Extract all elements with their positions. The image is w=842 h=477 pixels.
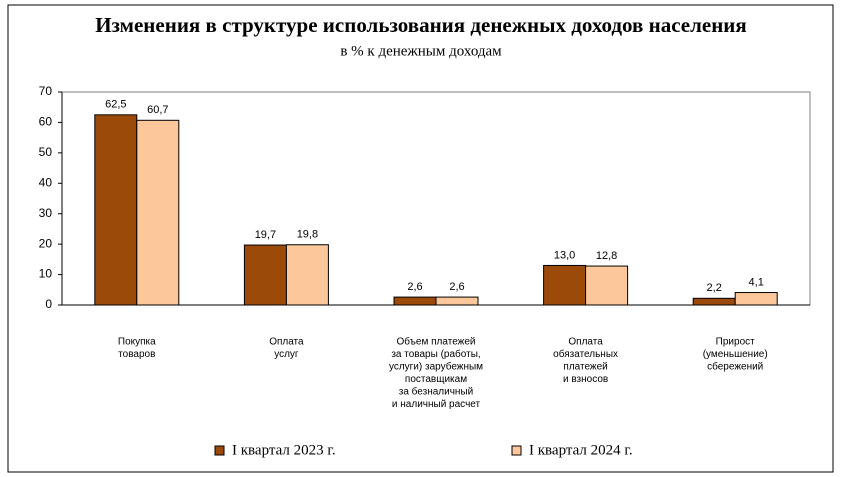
x-tick-label: (уменьшение): [703, 349, 768, 360]
x-tick-label: сбережений: [707, 361, 763, 373]
chart-subtitle: в % к денежным доходам: [340, 43, 502, 59]
data-label: 2,2: [707, 282, 722, 294]
bar: [543, 264, 587, 306]
data-label: 60,7: [147, 104, 168, 116]
legend-label: I квартал 2024 г.: [529, 442, 633, 458]
x-tick-label: за безналичный: [399, 386, 473, 398]
data-label: 4,1: [749, 276, 764, 288]
x-tick-label: и взносов: [563, 374, 608, 385]
bar: [734, 292, 778, 306]
frame: [7, 4, 834, 473]
data-label: 19,7: [255, 229, 276, 241]
bar: [393, 296, 437, 306]
data-label: 2,6: [407, 281, 422, 293]
x-tick-label: за товары (работы,: [391, 348, 480, 360]
y-tick-label: 10: [39, 267, 53, 281]
data-label: 62,5: [105, 99, 126, 111]
x-tick-label: Покупка: [118, 337, 156, 348]
bar: [94, 114, 138, 306]
data-label: 13,0: [554, 249, 575, 261]
y-tick-label: 40: [39, 175, 53, 189]
y-tick-label: 30: [39, 206, 53, 220]
x-tick-label: Объем платежей: [397, 336, 476, 348]
legend-label: I квартал 2023 г.: [232, 442, 336, 458]
bar: [136, 119, 180, 306]
x-tick-label: Оплата: [269, 337, 304, 348]
y-tick-label: 20: [39, 236, 53, 250]
bar: [692, 297, 736, 306]
x-tick-label: обязательных: [553, 348, 618, 360]
x-tick-label: Прирост: [716, 337, 755, 348]
x-tick-label: поставщикам: [405, 374, 467, 385]
x-tick-label: товаров: [118, 349, 155, 360]
y-tick-label: 0: [45, 297, 52, 311]
bar: [585, 265, 629, 306]
y-tick-label: 50: [39, 145, 53, 159]
data-label: 12,8: [596, 250, 617, 262]
y-tick-label: 60: [39, 115, 53, 129]
data-label: 19,8: [297, 229, 318, 241]
bar: [435, 296, 479, 306]
x-tick-label: платежей: [563, 362, 607, 373]
legend-swatch: [511, 445, 522, 456]
x-tick-label: и наличный расчет: [392, 399, 481, 410]
x-tick-label: Оплата: [568, 337, 603, 348]
legend-swatch: [214, 445, 225, 456]
x-tick-label: услуг: [274, 349, 299, 360]
chart-title: Изменения в структуре использования дене…: [95, 13, 747, 37]
x-tick-label: услуги) зарубежным: [389, 361, 483, 373]
y-tick-label: 70: [39, 84, 53, 98]
bar: [285, 244, 329, 306]
data-label: 2,6: [449, 281, 464, 293]
bar: [243, 244, 287, 306]
